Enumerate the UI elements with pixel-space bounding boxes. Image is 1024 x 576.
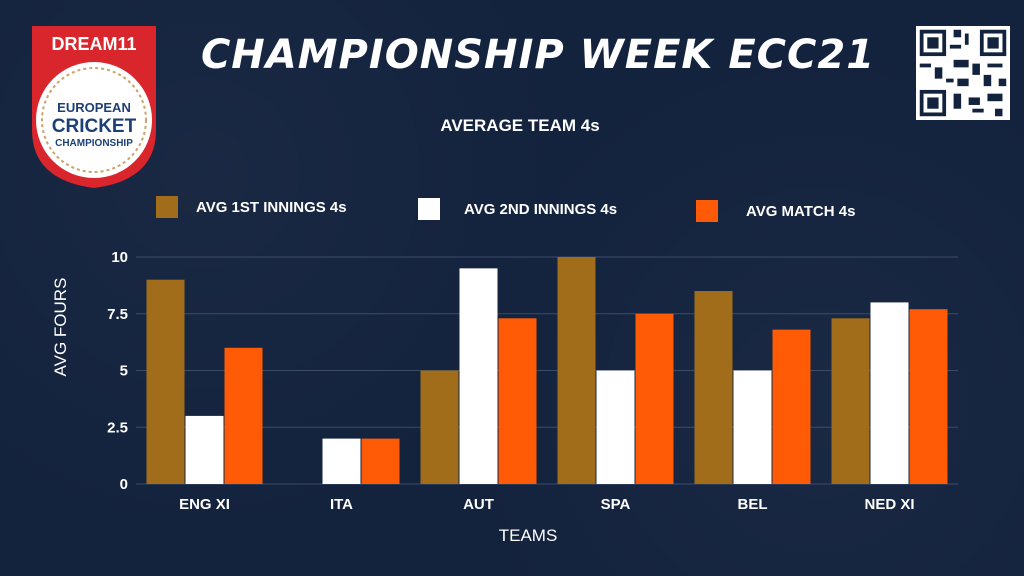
legend-item-1: AVG 1ST INNINGS 4s — [156, 196, 347, 218]
legend-swatch-1 — [156, 196, 178, 218]
bar — [870, 302, 909, 484]
svg-text:EUROPEAN: EUROPEAN — [57, 100, 131, 115]
bar — [361, 438, 400, 484]
legend-label-3: AVG MATCH 4s — [746, 202, 856, 220]
svg-text:CRICKET: CRICKET — [52, 116, 137, 137]
bar — [146, 279, 185, 484]
bar — [322, 438, 361, 484]
y-axis-title: AVG FOURS — [51, 278, 70, 377]
legend-item-3: AVG MATCH 4s — [696, 200, 855, 222]
ecc-logo: DREAM11 EUROPEAN CRICKET CHAMPIONSHIP — [26, 20, 162, 192]
bar — [557, 257, 596, 484]
logo-brand: DREAM11 — [51, 34, 136, 54]
bar — [498, 318, 537, 484]
bar — [596, 370, 635, 484]
y-tick-label: 10 — [111, 249, 128, 266]
bar — [909, 309, 948, 484]
bar — [635, 313, 674, 484]
x-axis-title: TEAMS — [499, 526, 558, 545]
legend-swatch-3 — [696, 200, 718, 222]
x-tick-label: NED XI — [864, 496, 914, 513]
bar — [772, 329, 811, 484]
bar — [459, 268, 498, 484]
page-title: CHAMPIONSHIP WEEK ECC21 — [200, 32, 876, 78]
legend-label-2: AVG 2ND INNINGS 4s — [464, 200, 618, 218]
legend-label-1: AVG 1ST INNINGS 4s — [196, 198, 347, 216]
y-tick-label: 0 — [120, 476, 128, 493]
x-tick-label: SPA — [601, 496, 631, 513]
legend-item-2: AVG 2ND INNINGS 4s — [418, 198, 617, 220]
bar — [185, 415, 224, 484]
bar — [694, 291, 733, 484]
bar — [831, 318, 870, 484]
chart-title: AVERAGE TEAM 4s — [440, 116, 600, 135]
legend-swatch-2 — [418, 198, 440, 220]
x-tick-label: AUT — [463, 496, 494, 513]
x-tick-label: ITA — [330, 496, 353, 513]
y-tick-label: 5 — [120, 363, 128, 380]
bar — [733, 370, 772, 484]
y-tick-label: 7.5 — [107, 306, 128, 323]
y-tick-label: 2.5 — [107, 419, 128, 436]
bar — [420, 370, 459, 484]
bar — [224, 347, 263, 484]
x-tick-label: BEL — [738, 496, 768, 513]
x-tick-label: ENG XI — [179, 496, 230, 513]
svg-text:CHAMPIONSHIP: CHAMPIONSHIP — [55, 138, 133, 149]
qr-code-icon — [916, 26, 1010, 120]
